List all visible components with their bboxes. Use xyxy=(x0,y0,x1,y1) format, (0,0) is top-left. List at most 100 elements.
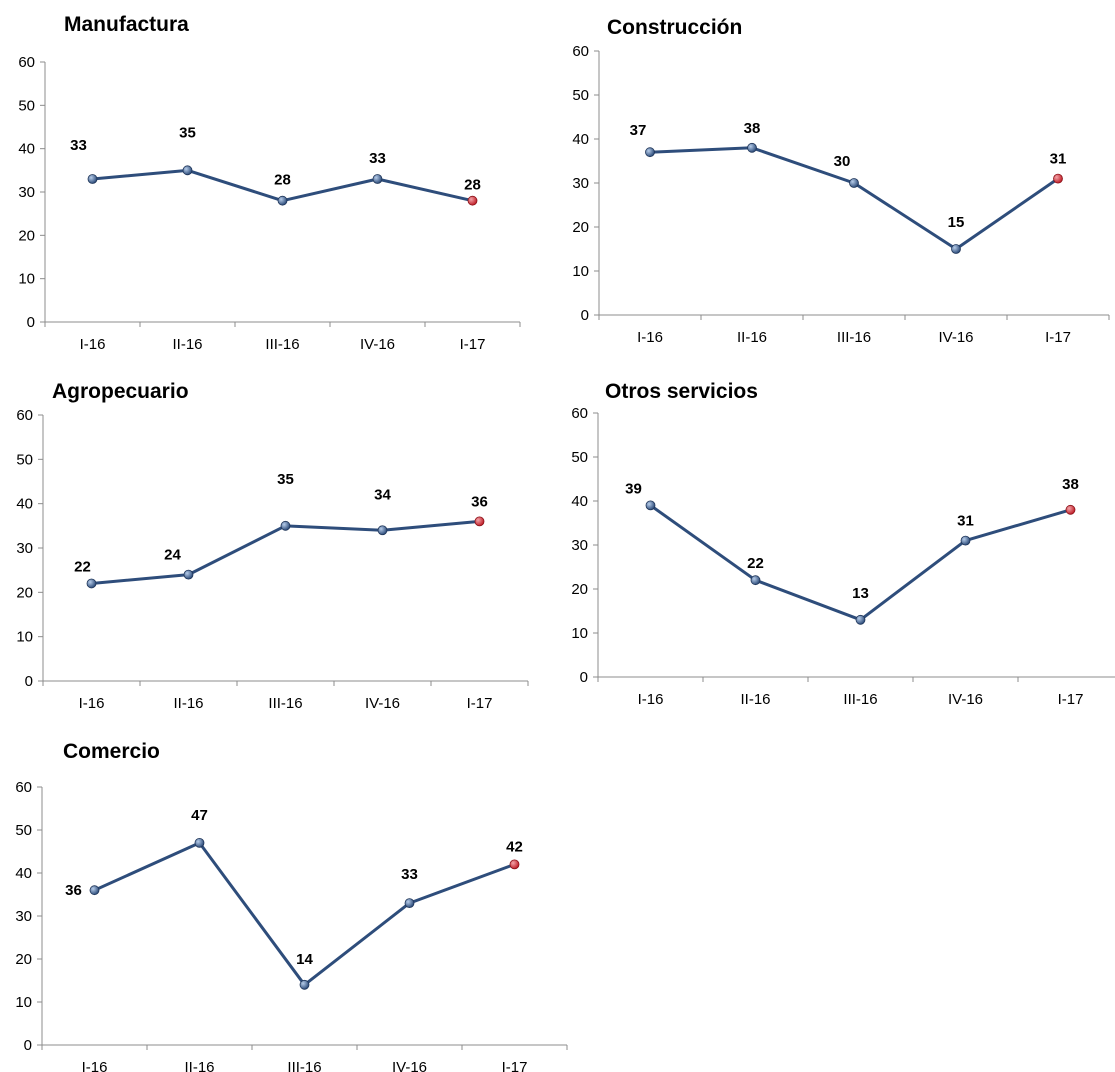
y-tick-label: 40 xyxy=(572,131,589,148)
data-point xyxy=(404,898,415,909)
x-tick-label: I-17 xyxy=(1058,691,1084,708)
y-tick-label: 50 xyxy=(15,822,32,839)
data-label: 30 xyxy=(834,153,851,170)
y-tick-label: 0 xyxy=(24,1037,32,1054)
data-label: 35 xyxy=(277,471,294,488)
chart-title: Otros servicios xyxy=(605,380,758,403)
line-chart-svg: 0 10 20 30 40 50 60 I-16 II-16 III-16 IV-16 I-17 37 3… xyxy=(572,43,1110,346)
y-tick-label: 20 xyxy=(572,219,589,236)
data-point xyxy=(377,525,388,536)
data-label: 28 xyxy=(274,172,291,189)
y-tick-label: 20 xyxy=(18,227,35,244)
data-point xyxy=(194,838,205,848)
y-tick-label: 40 xyxy=(18,141,35,158)
y-tick-label: 20 xyxy=(16,584,33,601)
y-tick-label: 10 xyxy=(18,271,35,288)
y-tick-label: 10 xyxy=(15,994,32,1011)
data-point xyxy=(299,979,310,990)
data-point xyxy=(960,535,971,546)
data-label: 13 xyxy=(852,585,869,602)
data-point xyxy=(747,142,757,153)
x-tick-label: II-16 xyxy=(737,329,767,346)
x-tick-label: III-16 xyxy=(265,336,299,353)
data-label: 14 xyxy=(296,951,313,968)
data-point xyxy=(87,174,98,184)
chart-title: Agropecuario xyxy=(52,380,189,403)
y-tick-label: 60 xyxy=(18,54,35,71)
x-tick-label: I-16 xyxy=(79,695,105,712)
line-chart-svg: 0 10 20 30 40 50 60 I-16 II-16 III-16 IV-16 I-17 39 2… xyxy=(571,405,1115,708)
data-label: 31 xyxy=(957,513,974,530)
x-tick-label: I-16 xyxy=(80,336,106,353)
data-point-highlight xyxy=(474,516,485,527)
data-label: 28 xyxy=(464,177,481,194)
data-label: 22 xyxy=(74,558,91,575)
y-tick-label: 60 xyxy=(16,407,33,424)
y-tick-label: 0 xyxy=(580,669,588,686)
y-tick-label: 20 xyxy=(571,581,588,598)
data-label: 34 xyxy=(374,486,391,503)
x-tick-label: I-16 xyxy=(82,1059,108,1072)
x-tick-label: I-17 xyxy=(460,336,486,353)
line-chart-svg: 0 10 20 30 40 50 60 I-16 II-16 III-16 IV-16 I-17 22 2… xyxy=(16,407,529,712)
x-tick-label: IV-16 xyxy=(392,1059,427,1072)
x-tick-label: I-17 xyxy=(502,1059,528,1072)
data-point-highlight xyxy=(1065,504,1076,515)
y-tick-label: 60 xyxy=(15,779,32,796)
chart-title: Construcción xyxy=(607,16,743,39)
data-label: 42 xyxy=(506,838,523,855)
x-tick-label: III-16 xyxy=(843,691,877,708)
data-point xyxy=(277,195,288,206)
data-label: 39 xyxy=(625,480,642,497)
x-tick-label: III-16 xyxy=(268,695,302,712)
x-tick-label: II-16 xyxy=(172,336,202,353)
data-point xyxy=(750,575,761,586)
x-tick-label: I-17 xyxy=(1045,329,1071,346)
data-point xyxy=(89,885,100,896)
y-tick-label: 10 xyxy=(16,629,33,646)
chart-otros-servicios: Otros servicios 0 10 20 30 40 50 60 I-16 II-16 II… xyxy=(550,365,1115,725)
data-label: 47 xyxy=(191,807,208,824)
y-tick-label: 40 xyxy=(16,496,33,513)
data-point xyxy=(372,174,383,184)
chart-construccion: Construcción 0 10 20 30 40 50 60 I-16 II-16 III-1… xyxy=(550,0,1110,360)
y-tick-label: 50 xyxy=(16,451,33,468)
y-tick-label: 30 xyxy=(16,540,33,557)
line-chart-svg: 0 10 20 30 40 50 60 I-16 II-16 III-16 IV-16 I-17 33 3… xyxy=(18,54,521,353)
data-label: 33 xyxy=(401,866,418,883)
x-tick-label: IV-16 xyxy=(938,329,973,346)
data-label: 33 xyxy=(369,150,386,167)
y-tick-label: 0 xyxy=(27,314,35,331)
data-label: 36 xyxy=(65,882,82,899)
data-point-highlight xyxy=(509,859,520,870)
x-tick-label: IV-16 xyxy=(365,695,400,712)
data-point-highlight xyxy=(1053,173,1063,184)
x-tick-label: I-17 xyxy=(467,695,493,712)
data-label: 38 xyxy=(744,120,761,137)
data-label: 15 xyxy=(948,214,965,231)
y-tick-label: 30 xyxy=(572,175,589,192)
data-point xyxy=(951,244,961,254)
data-point xyxy=(280,520,291,531)
y-tick-label: 60 xyxy=(572,43,589,60)
chart-agropecuario: Agropecuario 0 10 20 30 40 50 60 I-16 II-16 III-1… xyxy=(0,365,540,725)
series-line xyxy=(649,504,1071,622)
y-tick-label: 20 xyxy=(15,951,32,968)
x-tick-label: III-16 xyxy=(287,1059,321,1072)
series-line xyxy=(649,146,1059,251)
y-tick-label: 40 xyxy=(571,493,588,510)
x-tick-label: II-16 xyxy=(173,695,203,712)
y-tick-label: 10 xyxy=(571,625,588,642)
data-point xyxy=(855,614,866,625)
data-point xyxy=(183,569,194,580)
chart-title: Manufactura xyxy=(64,13,189,36)
data-label: 24 xyxy=(164,547,181,564)
x-tick-label: III-16 xyxy=(837,329,871,346)
y-tick-label: 50 xyxy=(572,87,589,104)
data-label: 38 xyxy=(1062,476,1079,493)
y-tick-label: 30 xyxy=(15,908,32,925)
y-tick-label: 30 xyxy=(18,184,35,201)
line-chart-svg: 0 10 20 30 40 50 60 I-16 II-16 III-16 IV-16 I-17 36 4… xyxy=(15,779,568,1072)
chart-manufactura: Manufactura 0 10 20 30 40 50 60 I-16 II-16 III-16… xyxy=(0,0,540,360)
y-tick-label: 30 xyxy=(571,537,588,554)
